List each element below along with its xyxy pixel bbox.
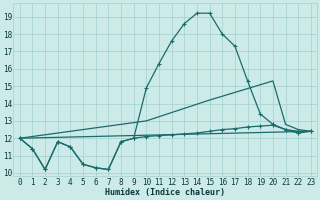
X-axis label: Humidex (Indice chaleur): Humidex (Indice chaleur)	[105, 188, 225, 197]
